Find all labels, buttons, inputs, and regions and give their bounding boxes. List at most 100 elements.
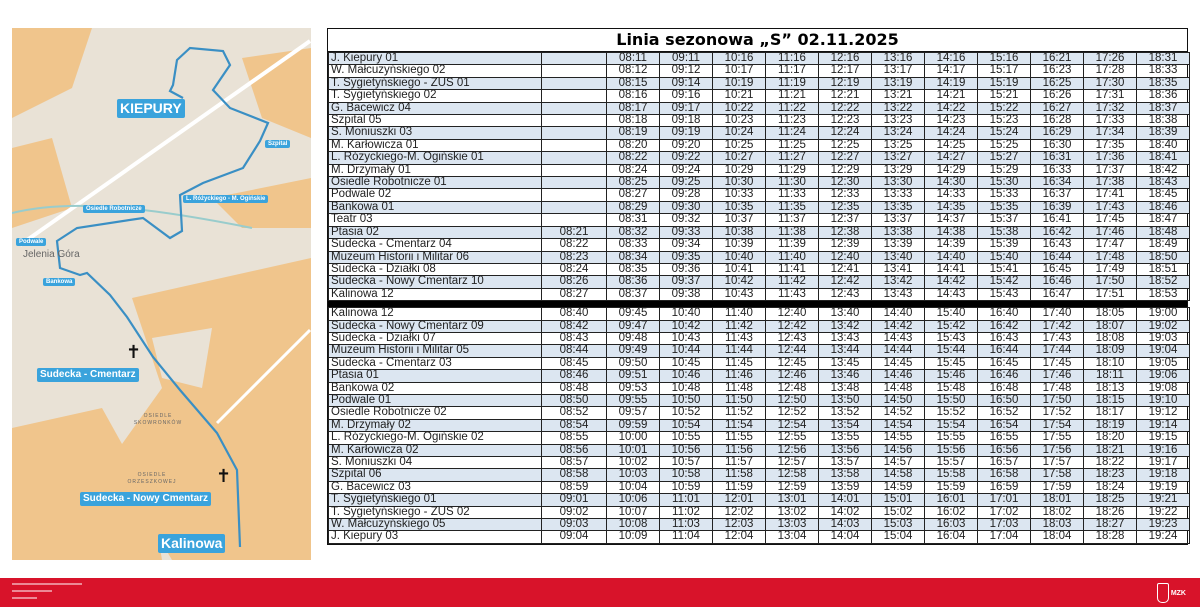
cemetery-cross-icon: ✝ (126, 342, 142, 362)
table-row: Sudecka - Działki 08 08:24 08:35 09:36 10:41… (328, 262, 1190, 277)
departure-time: 17:57 (1030, 455, 1084, 470)
departure-time: 17:42 (1030, 319, 1084, 333)
departure-time: 16:46 (977, 369, 1031, 383)
departure-time: 12:37 (818, 213, 872, 227)
departure-time: 16:57 (977, 455, 1031, 470)
departure-time: 11:46 (712, 369, 766, 383)
departure-time: 10:03 (606, 468, 660, 482)
departure-time: 19:24 (1136, 530, 1190, 544)
departure-time: 10:40 (712, 250, 766, 264)
departure-time: 08:45 (541, 356, 607, 371)
departure-time: 10:55 (659, 431, 713, 445)
outbound-table: J. Kiepury 01 08:11 09:11 10:16 11:16 12:16 13… (328, 51, 1190, 302)
departure-time: 16:54 (977, 418, 1031, 433)
departure-time: 12:52 (765, 406, 819, 420)
stop-name: Szpital 06 (328, 468, 542, 482)
departure-time: 15:44 (924, 344, 978, 358)
departure-time: 18:26 (1083, 505, 1137, 520)
departure-time: 11:16 (765, 51, 819, 66)
departure-time: 19:00 (1136, 307, 1190, 321)
departure-time: 15:46 (924, 369, 978, 383)
departure-time: 08:18 (606, 114, 660, 128)
departure-time: 08:46 (541, 369, 607, 383)
departure-time: 09:49 (606, 344, 660, 358)
departure-time: 13:03 (765, 518, 819, 532)
departure-time: 09:47 (606, 319, 660, 333)
departure-time: 11:45 (712, 356, 766, 371)
departure-time: 15:45 (924, 356, 978, 371)
departure-time: 08:37 (606, 287, 660, 302)
departure-time: 17:49 (1083, 262, 1137, 277)
departure-time: 08:56 (541, 443, 607, 458)
departure-time: 15:30 (977, 176, 1031, 190)
departure-time: 11:38 (765, 225, 819, 240)
departure-time: 19:19 (1136, 480, 1190, 495)
departure-time: 16:58 (977, 468, 1031, 482)
logo-shield-icon (1156, 583, 1169, 603)
departure-time: 18:17 (1083, 406, 1137, 420)
departure-time: 17:35 (1083, 138, 1137, 153)
departure-time: 17:26 (1083, 51, 1137, 66)
departure-time: 13:50 (818, 393, 872, 408)
table-row: L. Różyckiego-M. Ogińskie 01 08:22 09:22 10… (328, 151, 1190, 165)
departure-time: 12:04 (712, 530, 766, 544)
table-row: W. Małcużyńskiego 05 09:03 10:08 11:03 12:03… (328, 518, 1190, 532)
departure-time: 11:50 (712, 393, 766, 408)
departure-time: 10:27 (712, 151, 766, 165)
departure-time: 08:54 (541, 418, 607, 433)
departure-time: 11:42 (712, 319, 766, 333)
departure-time: 16:25 (1030, 76, 1084, 91)
departure-time: 15:03 (871, 518, 925, 532)
departure-time: 14:44 (871, 344, 925, 358)
table-row: Bankowa 01 08:29 09:30 10:35 11:35 12:35 13:35… (328, 200, 1190, 215)
departure-time: 19:17 (1136, 455, 1190, 470)
departure-time: 08:24 (541, 262, 607, 277)
departure-time: 13:46 (818, 369, 872, 383)
departure-time: 11:21 (765, 89, 819, 103)
departure-time: 17:51 (1083, 287, 1137, 302)
departure-time: 11:04 (659, 530, 713, 544)
departure-time: 11:57 (712, 455, 766, 470)
departure-time: 13:27 (871, 151, 925, 165)
departure-time: 14:22 (924, 101, 978, 116)
stop-name: J. Kiepury 03 (328, 530, 542, 544)
departure-time: 16:47 (1030, 287, 1084, 302)
departure-time: 16:03 (924, 518, 978, 532)
departure-time: 10:24 (712, 126, 766, 140)
departure-time: 17:03 (977, 518, 1031, 532)
departure-time: 13:41 (871, 262, 925, 277)
departure-time: 09:59 (606, 418, 660, 433)
departure-time: 16:41 (1030, 213, 1084, 227)
departure-time: 08:31 (606, 213, 660, 227)
stop-name: Sudecka - Działki 08 (328, 262, 542, 277)
departure-time: 16:42 (977, 319, 1031, 333)
stop-name: Osiedle Robotnicze 02 (328, 406, 542, 420)
departure-time: 09:53 (606, 381, 660, 395)
departure-time: 11:52 (712, 406, 766, 420)
stop-name: Sudecka - Nowy Cmentarz 10 (328, 275, 542, 289)
stop-name: S. Moniuszki 03 (328, 126, 542, 140)
departure-time: 12:24 (818, 126, 872, 140)
departure-time (541, 188, 607, 202)
table-row: M. Karłowicza 01 08:20 09:20 10:25 11:25 12:2… (328, 138, 1190, 153)
departure-time: 18:09 (1083, 344, 1137, 358)
departure-time: 17:02 (977, 505, 1031, 520)
departure-time: 11:25 (765, 138, 819, 153)
departure-time (541, 126, 607, 140)
map-label-szpital: Szpital (265, 140, 291, 149)
departure-time: 15:25 (977, 138, 1031, 153)
departure-time: 15:21 (977, 89, 1031, 103)
departure-time: 14:29 (924, 163, 978, 178)
departure-time: 11:23 (765, 114, 819, 128)
departure-time: 17:41 (1083, 188, 1137, 202)
departure-time: 11:33 (765, 188, 819, 202)
departure-time: 16:59 (977, 480, 1031, 495)
departure-time: 19:12 (1136, 406, 1190, 420)
departure-time: 14:57 (871, 455, 925, 470)
departure-time: 08:16 (606, 89, 660, 103)
departure-time: 13:29 (871, 163, 925, 178)
footer-contact-text (12, 583, 82, 604)
departure-time: 11:42 (765, 275, 819, 289)
departure-time: 18:04 (1030, 530, 1084, 544)
departure-time: 18:45 (1136, 188, 1190, 202)
